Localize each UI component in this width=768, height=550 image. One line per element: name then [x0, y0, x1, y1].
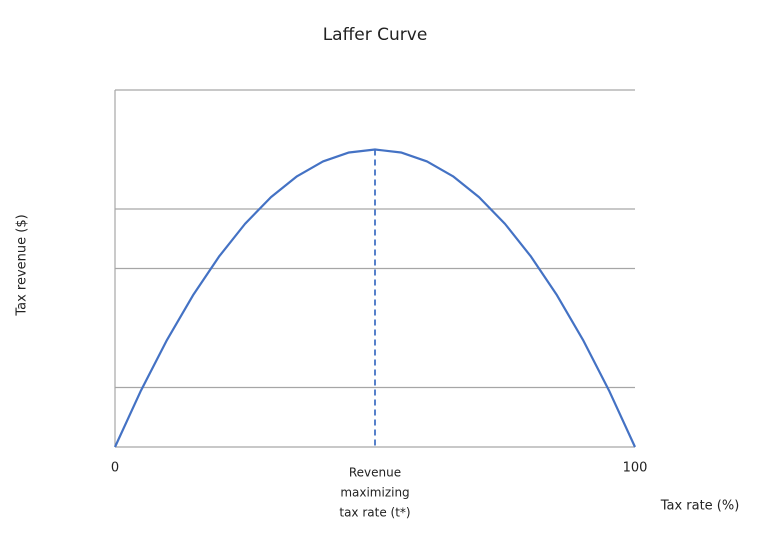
annotation-label: tax rate (t*) [339, 506, 410, 520]
x-axis-label: Tax rate (%) [660, 499, 740, 514]
chart-title: Laffer Curve [323, 25, 428, 45]
x-tick-label: 0 [111, 461, 119, 476]
annotation-label: maximizing [340, 486, 409, 500]
x-tick-label: 100 [623, 461, 648, 476]
y-axis-label: Tax revenue ($) [15, 214, 30, 316]
annotation-label: Revenue [349, 466, 401, 480]
